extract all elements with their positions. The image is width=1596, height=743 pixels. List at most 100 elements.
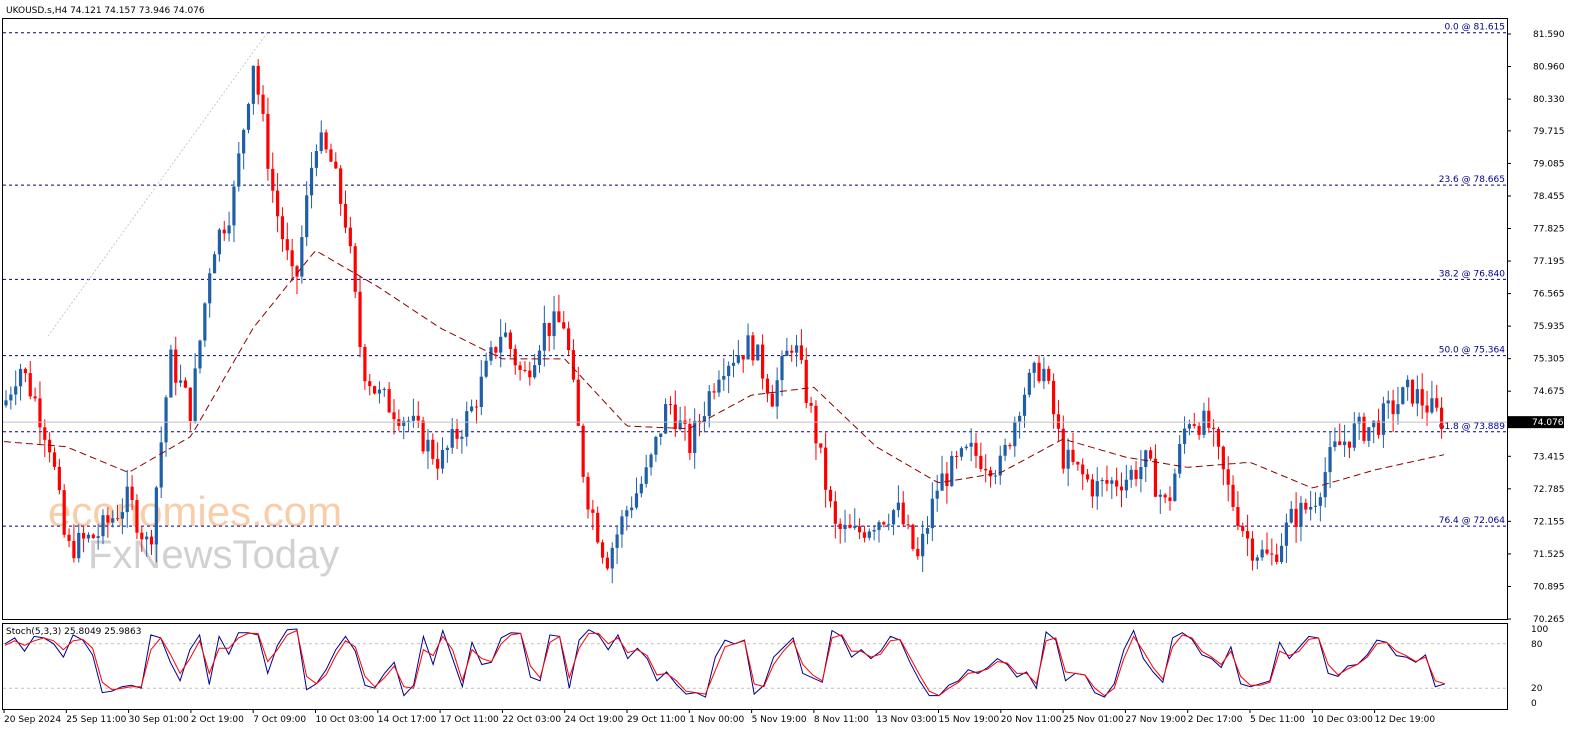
bull-candle (1309, 506, 1313, 510)
bear-candle (1163, 494, 1167, 498)
bull-candle (649, 454, 653, 468)
bear-candle (751, 335, 755, 361)
bear-candle (1207, 410, 1211, 428)
bear-candle (697, 420, 702, 422)
bear-candle (1410, 379, 1415, 404)
bull-candle (654, 436, 658, 455)
bull-candle (314, 151, 318, 168)
bear-candle (174, 349, 178, 383)
bull-candle (406, 420, 411, 422)
bull-candle (1158, 494, 1162, 497)
bull-candle (489, 347, 493, 361)
bull-candle (300, 237, 304, 277)
bear-candle (1347, 441, 1352, 448)
bear-candle (334, 161, 338, 169)
bull-candle (4, 400, 8, 406)
bull-candle (925, 528, 930, 534)
bear-candle (222, 229, 226, 234)
bull-candle (625, 510, 629, 517)
bear-candle (765, 378, 770, 394)
price-tick-label: 79.715 (1533, 127, 1565, 137)
bull-candle (86, 534, 91, 539)
bull-candle (14, 386, 18, 395)
bull-candle (479, 376, 483, 407)
bull-candle (1279, 545, 1284, 562)
bear-candle (416, 415, 420, 421)
bear-candle (353, 246, 357, 292)
bear-candle (945, 473, 949, 487)
bear-candle (557, 311, 561, 323)
bear-candle (295, 266, 299, 277)
bear-candle (1216, 428, 1221, 447)
bull-candle (246, 103, 251, 130)
bull-candle (309, 167, 314, 196)
price-tick-label: 70.265 (1533, 615, 1565, 625)
bear-candle (130, 486, 134, 501)
bear-candle (91, 534, 95, 539)
bear-candle (1061, 428, 1065, 469)
bear-candle (518, 365, 522, 370)
bear-candle (82, 532, 86, 539)
bear-candle (373, 386, 377, 394)
bear-candle (668, 404, 673, 406)
symbol-header: UKOUSD.s,H4 74.121 74.157 73.946 74.076 (6, 6, 205, 16)
bear-candle (804, 359, 808, 403)
bull-candle (542, 322, 546, 351)
bear-candle (339, 168, 343, 204)
bull-candle (959, 448, 964, 457)
bear-candle (1338, 441, 1342, 445)
price-tick-label: 77.825 (1533, 224, 1565, 234)
bull-candle (411, 415, 415, 421)
bull-candle (964, 446, 968, 449)
bull-candle (872, 530, 876, 532)
bull-candle (620, 516, 624, 535)
stoch-level-label: 0 (1531, 699, 1537, 709)
bear-candle (1221, 446, 1225, 470)
bear-candle (271, 168, 275, 191)
stoch-panel-frame (2, 623, 1508, 710)
bull-candle (9, 394, 13, 401)
bull-candle (251, 65, 255, 104)
bear-candle (799, 345, 803, 360)
bull-candle (1042, 368, 1046, 382)
time-tick-label: 10 Dec 03:00 (1312, 715, 1373, 725)
bull-candle (533, 365, 537, 378)
bull-candle (853, 526, 857, 528)
bear-candle (600, 542, 605, 558)
bear-candle (523, 369, 527, 371)
bull-candle (537, 350, 542, 366)
bull-candle (659, 433, 663, 437)
bear-candle (761, 344, 765, 379)
bear-candle (833, 501, 837, 524)
bull-candle (1352, 423, 1356, 448)
bull-candle (1100, 480, 1104, 482)
bull-candle (1396, 404, 1400, 415)
time-tick-label: 5 Nov 19:00 (752, 715, 807, 725)
price-tick-label: 80.330 (1533, 95, 1565, 105)
stoch-level-label: 80 (1531, 640, 1543, 650)
fib-level-label: 76.4 @ 72.064 (1439, 516, 1506, 526)
bear-candle (266, 113, 270, 169)
time-tick-label: 10 Oct 03:00 (316, 715, 375, 725)
bear-candle (673, 404, 677, 430)
bull-candle (1095, 481, 1099, 497)
bear-candle (33, 396, 37, 399)
watermark-line2: FxNewsToday (88, 533, 339, 577)
candlestick-series (4, 59, 1444, 584)
bear-candle (1119, 486, 1124, 491)
bear-candle (1105, 480, 1109, 484)
bear-candle (911, 524, 915, 549)
bear-candle (106, 515, 110, 523)
bull-candle (503, 332, 508, 337)
bear-candle (1192, 424, 1196, 426)
fibonacci-levels[interactable]: 0.0 @ 81.615 23.6 @ 78.665 38.2 @ 76.840 50… (3, 23, 1507, 527)
bear-candle (67, 534, 71, 541)
bear-candle (1226, 469, 1230, 485)
bull-candle (1381, 403, 1385, 435)
bear-candle (43, 427, 47, 440)
bull-candle (1401, 387, 1405, 405)
bear-candle (828, 489, 833, 502)
bull-candle (1144, 450, 1148, 468)
